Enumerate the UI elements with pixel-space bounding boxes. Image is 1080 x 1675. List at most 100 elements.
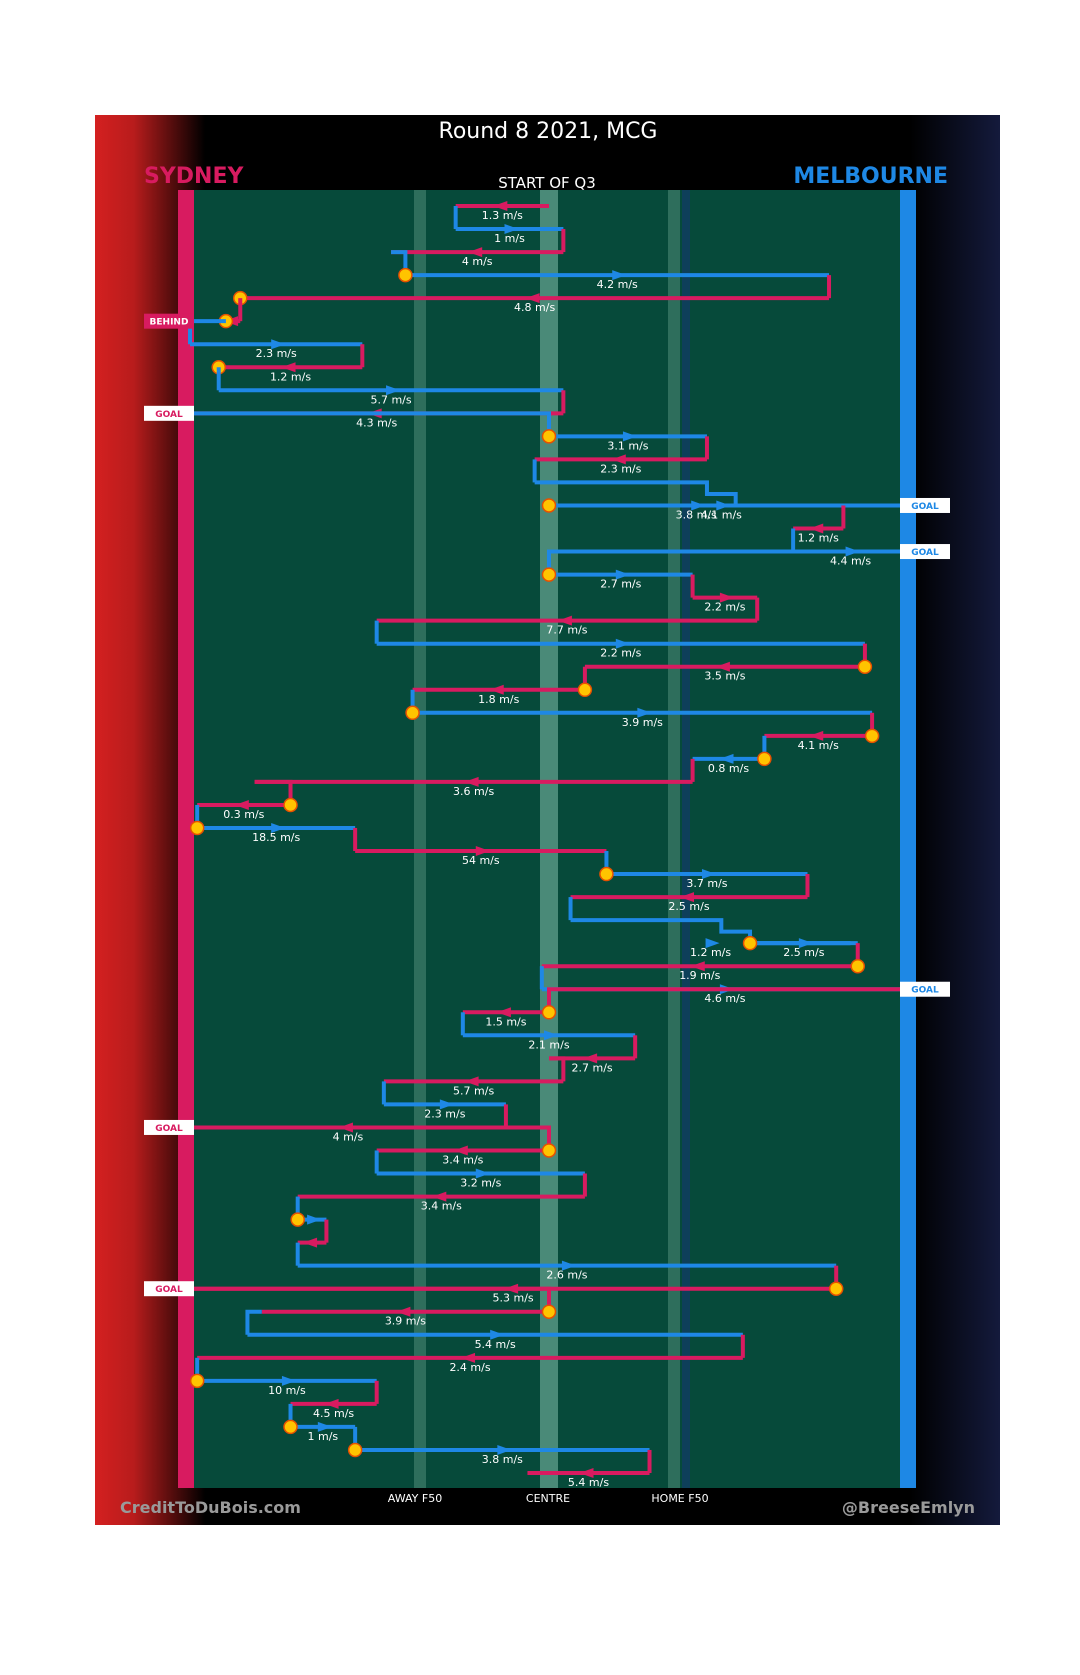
direction-arrow	[504, 224, 519, 235]
speed-label: 3.4 m/s	[421, 1200, 462, 1213]
direction-arrow	[701, 869, 716, 880]
score-tag-label: GOAL	[911, 502, 939, 512]
direction-arrow	[439, 1099, 454, 1110]
axis-label-away-f50: AWAY F50	[388, 1492, 442, 1505]
score-tag	[900, 497, 950, 513]
speed-label: 4.2 m/s	[597, 278, 638, 291]
direction-arrow	[464, 1076, 479, 1087]
direction-arrow	[475, 1168, 490, 1179]
direction-arrow	[798, 938, 813, 949]
direction-arrow	[544, 1030, 558, 1041]
speed-label: 2.6 m/s	[546, 1269, 587, 1282]
speed-label: 2.7 m/s	[572, 1061, 613, 1074]
speed-label: 1.9 m/s	[679, 969, 720, 982]
home-f50-band-blue	[682, 190, 690, 1488]
centre-band	[540, 190, 558, 1488]
speed-label: 10 m/s	[268, 1384, 306, 1397]
speed-label: 5.4 m/s	[568, 1476, 609, 1489]
ball-marker	[541, 567, 557, 582]
direction-arrow	[271, 339, 286, 350]
direction-arrow	[490, 1329, 505, 1340]
speed-label: 3.9 m/s	[622, 716, 663, 729]
speed-label: 1.2 m/s	[798, 532, 839, 545]
score-tag	[144, 1119, 194, 1135]
speed-label: 2.1 m/s	[528, 1038, 569, 1051]
ball-marker	[850, 958, 865, 974]
speed-label: 1.5 m/s	[485, 1015, 526, 1028]
speed-label: 3.6 m/s	[453, 785, 494, 798]
speed-label: 3.5 m/s	[704, 670, 745, 683]
speed-label: 2.3 m/s	[256, 347, 297, 360]
direction-arrow	[579, 1468, 594, 1478]
direction-arrow	[719, 753, 734, 764]
speed-label: 5.7 m/s	[453, 1084, 494, 1097]
direction-arrow	[705, 938, 720, 949]
direction-arrow	[493, 201, 508, 211]
direction-arrow	[475, 846, 490, 857]
score-tag	[900, 981, 950, 997]
ball-marker	[189, 820, 205, 836]
direction-arrow	[809, 523, 824, 534]
axis-label-centre: CENTRE	[526, 1492, 570, 1505]
speed-label: 1 m/s	[494, 232, 525, 245]
speed-label: 4.3 m/s	[356, 416, 397, 429]
chain-connector	[391, 250, 408, 276]
melbourne-gradient	[910, 115, 1000, 1525]
ball-marker	[541, 1304, 557, 1319]
speed-label: 2.4 m/s	[449, 1361, 490, 1374]
speed-label: 4.6 m/s	[704, 992, 745, 1005]
score-tag-label: GOAL	[155, 1285, 183, 1295]
ball-marker	[864, 728, 880, 744]
direction-arrow	[464, 776, 479, 787]
direction-arrow	[525, 293, 540, 304]
direction-arrow	[468, 247, 483, 258]
speed-label: 5.7 m/s	[370, 393, 411, 406]
direction-arrow	[680, 892, 695, 903]
direction-arrow	[561, 1260, 576, 1271]
direction-arrow	[622, 431, 637, 442]
score-tag-label: GOAL	[155, 410, 183, 420]
speed-label: 4 m/s	[462, 255, 493, 268]
chain-connector	[254, 779, 293, 805]
direction-arrow	[612, 270, 627, 281]
direction-arrow	[715, 661, 730, 672]
ball-marker	[283, 797, 298, 813]
direction-arrow	[583, 1053, 598, 1064]
direction-arrow	[557, 615, 572, 626]
ball-marker	[541, 1143, 557, 1158]
speed-label: 1.2 m/s	[270, 370, 311, 383]
ball-marker	[599, 866, 614, 882]
ball-marker	[541, 429, 557, 444]
ball-marker	[857, 659, 873, 674]
direction-arrow	[461, 1352, 476, 1363]
ball-marker	[398, 267, 413, 283]
direction-arrow	[324, 1398, 339, 1409]
speed-label: 4 m/s	[333, 1130, 364, 1143]
chart-subtitle: START OF Q3	[498, 174, 596, 192]
speed-label: 4.8 m/s	[514, 301, 555, 314]
speed-label: 3.4 m/s	[442, 1153, 483, 1166]
speed-label: 1.3 m/s	[482, 209, 523, 222]
direction-arrow	[690, 961, 705, 972]
chain-connector	[547, 987, 908, 1013]
score-tag-label: GOAL	[911, 986, 939, 996]
ball-marker	[541, 1005, 557, 1020]
speed-label: 3.1 m/s	[607, 439, 648, 452]
speed-label: 18.5 m/s	[252, 831, 300, 844]
ball-marker	[828, 1281, 844, 1296]
speed-label: 54 m/s	[462, 854, 500, 867]
axis-label-home-f50: HOME F50	[651, 1492, 708, 1505]
speed-label: 4.1 m/s	[701, 508, 742, 521]
possession-chains: 1.3 m/s1 m/s4 m/s4.2 m/s4.8 m/s2.3 m/s1.…	[188, 201, 908, 1489]
chain-connector	[547, 549, 908, 575]
credit-right: @BreeseEmlyn	[842, 1498, 975, 1517]
direction-arrow	[615, 638, 630, 649]
speed-label: 5.4 m/s	[475, 1338, 516, 1351]
speed-label: 4.4 m/s	[830, 555, 871, 568]
sydney-goal-line	[178, 190, 194, 1488]
speed-label: 0.3 m/s	[223, 808, 264, 821]
chart-title: Round 8 2021, MCG	[439, 119, 658, 144]
direction-arrow	[719, 592, 734, 603]
speed-label: 2.5 m/s	[783, 946, 824, 959]
ball-marker	[405, 705, 420, 721]
